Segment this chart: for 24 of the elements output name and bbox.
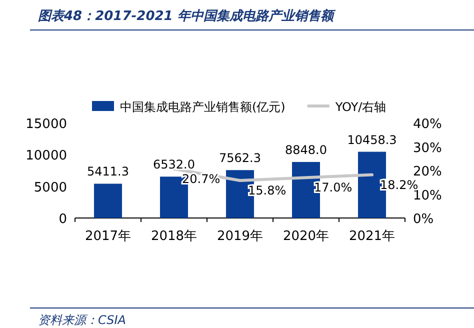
text: 资料来源：CSIA <box>38 313 126 327</box>
x-tick-label: 2020年 <box>282 229 330 244</box>
y-tick-label: 15000 <box>26 117 67 132</box>
y-tick-label: 10000 <box>26 148 67 164</box>
y2-tick-label: 0% <box>413 212 434 227</box>
y2-tick-label: 40% <box>413 117 442 132</box>
y2-tick-label: 10% <box>413 188 442 204</box>
x-tick-label: 2019年 <box>216 229 264 244</box>
bar <box>94 184 122 218</box>
y2-tick-label: 20% <box>413 164 442 180</box>
data-label: 10458.3 <box>347 132 397 147</box>
y-tick-label: 5000 <box>34 180 67 196</box>
chart-title: 图表48：2017-2021 年中国集成电路产业销售额 <box>38 8 336 24</box>
data-label: 6532.0 <box>153 158 195 172</box>
legend-label: 中国集成电路产业销售额(亿元) <box>120 100 286 114</box>
y-tick-label: 0 <box>58 212 67 227</box>
data-label: 5411.3 <box>87 164 129 179</box>
x-tick-label: 2018年 <box>150 229 198 244</box>
data-label: 8848.0 <box>285 142 327 157</box>
data-label: 7562.3 <box>219 151 261 166</box>
legend-label: YOY/右轴 <box>334 100 386 114</box>
y2-tick-label: 30% <box>413 140 442 156</box>
x-tick-label: 2017年 <box>84 229 132 244</box>
x-tick-label: 2021年 <box>348 229 396 244</box>
